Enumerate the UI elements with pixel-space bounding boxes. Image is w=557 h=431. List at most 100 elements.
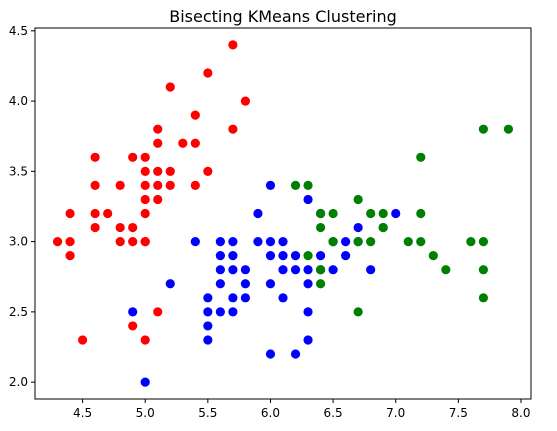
point-series-1-2 <box>165 279 175 289</box>
point-series-0-6 <box>90 208 100 219</box>
point-series-1-22 <box>253 208 263 219</box>
point-series-0-1 <box>65 251 75 261</box>
y-tick-label: 3.0 <box>9 235 28 249</box>
y-axis-ticks: 2.0 2.5 3.0 3.5 4.0 4.5 <box>9 24 35 389</box>
point-series-2-7 <box>328 237 338 247</box>
point-series-2-17 <box>416 237 426 247</box>
point-series-1-43 <box>341 251 351 261</box>
point-series-0-8 <box>90 152 100 162</box>
point-series-0-38 <box>240 96 251 106</box>
point-series-2-9 <box>353 307 363 317</box>
point-series-2-25 <box>478 237 488 247</box>
point-series-1-3 <box>190 237 200 247</box>
point-series-2-12 <box>366 237 376 247</box>
point-series-1-37 <box>303 279 313 289</box>
point-series-2-5 <box>315 222 326 233</box>
point-series-0-5 <box>90 222 100 233</box>
point-series-0-26 <box>153 124 163 134</box>
point-series-2-15 <box>378 208 388 219</box>
point-series-1-15 <box>228 265 238 275</box>
y-tick-label: 3.5 <box>9 164 28 178</box>
point-series-0-33 <box>190 110 200 120</box>
x-tick-label: 5.5 <box>198 406 217 420</box>
point-series-2-13 <box>366 208 376 219</box>
point-series-0-4 <box>78 335 88 345</box>
x-tick-label: 5.0 <box>136 406 155 420</box>
point-series-1-35 <box>303 335 313 345</box>
point-series-1-4 <box>203 335 213 345</box>
point-series-0-20 <box>140 166 150 176</box>
point-series-0-24 <box>153 166 163 176</box>
point-series-1-34 <box>290 251 301 261</box>
point-series-1-26 <box>265 237 276 247</box>
point-series-1-40 <box>315 251 326 261</box>
point-series-0-2 <box>65 237 75 247</box>
point-series-1-0 <box>128 307 138 317</box>
point-series-2-22 <box>466 237 476 247</box>
point-series-0-13 <box>128 237 138 247</box>
point-series-0-35 <box>203 68 213 78</box>
point-series-1-28 <box>278 293 288 303</box>
x-tick-label: 7.0 <box>386 406 405 420</box>
point-series-0-39 <box>128 321 138 331</box>
y-tick-label: 2.5 <box>9 305 28 319</box>
point-series-0-42 <box>140 237 150 247</box>
point-series-2-20 <box>428 251 438 261</box>
point-series-0-15 <box>128 152 138 162</box>
point-series-1-24 <box>265 279 276 289</box>
point-series-1-32 <box>290 349 301 359</box>
point-series-0-22 <box>153 194 163 205</box>
point-series-2-2 <box>303 180 313 190</box>
point-series-0-19 <box>140 180 150 190</box>
y-tick-label: 4.0 <box>9 94 28 108</box>
point-series-1-39 <box>303 194 313 205</box>
point-series-2-18 <box>416 208 426 219</box>
point-series-1-23 <box>265 349 276 359</box>
chart-title: Bisecting KMeans Clustering <box>169 7 397 26</box>
data-points <box>52 40 514 387</box>
point-series-2-24 <box>478 265 488 275</box>
point-series-2-26 <box>478 124 488 134</box>
point-series-2-0 <box>290 180 301 190</box>
point-series-1-17 <box>228 237 238 247</box>
point-series-2-21 <box>441 265 451 275</box>
point-series-2-23 <box>478 293 488 303</box>
point-series-2-3 <box>315 279 326 289</box>
point-series-2-6 <box>315 208 326 219</box>
point-series-1-14 <box>228 293 238 303</box>
y-tick-label: 2.0 <box>9 375 28 389</box>
point-series-1-16 <box>228 251 238 261</box>
point-series-1-46 <box>353 222 363 233</box>
point-series-1-13 <box>228 307 238 317</box>
x-tick-label: 6.0 <box>261 406 280 420</box>
point-series-1-42 <box>328 265 338 275</box>
x-axis-ticks: 4.5 5.0 5.5 6.0 6.5 7.0 7.5 8.0 <box>73 399 531 420</box>
point-series-1-9 <box>215 279 225 289</box>
point-series-1-33 <box>290 265 301 275</box>
y-tick-label: 4.5 <box>9 24 28 38</box>
point-series-1-7 <box>203 293 213 303</box>
plot-frame <box>34 27 532 400</box>
x-tick-label: 4.5 <box>73 406 92 420</box>
point-series-2-4 <box>315 265 326 275</box>
point-series-0-10 <box>115 237 125 247</box>
point-series-1-27 <box>265 180 276 190</box>
point-series-0-32 <box>190 138 200 148</box>
point-series-2-19 <box>416 152 426 162</box>
point-series-0-11 <box>115 222 125 233</box>
point-series-1-47 <box>366 265 376 275</box>
x-tick-label: 7.5 <box>449 406 468 420</box>
point-series-0-25 <box>153 138 163 148</box>
point-series-0-21 <box>140 152 150 162</box>
point-series-1-6 <box>203 307 213 317</box>
point-series-1-29 <box>278 265 288 275</box>
point-series-1-25 <box>265 251 276 261</box>
point-series-1-44 <box>341 237 351 247</box>
x-tick-label: 8.0 <box>511 406 530 420</box>
point-series-0-28 <box>165 166 175 176</box>
x-tick-label: 6.5 <box>324 406 343 420</box>
point-series-0-18 <box>140 194 150 205</box>
point-series-0-34 <box>203 166 213 176</box>
point-series-0-14 <box>128 222 138 233</box>
point-series-2-14 <box>378 222 388 233</box>
